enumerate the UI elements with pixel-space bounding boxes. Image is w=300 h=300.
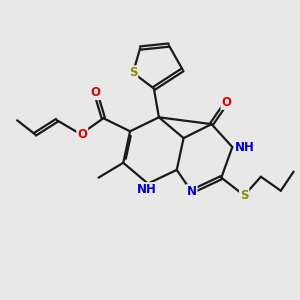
Text: O: O [221, 96, 231, 109]
Text: NH: NH [136, 183, 156, 196]
Text: S: S [240, 189, 248, 202]
Text: NH: NH [235, 140, 255, 154]
Text: N: N [187, 185, 196, 198]
Text: O: O [91, 86, 100, 99]
Text: S: S [129, 66, 137, 79]
Text: O: O [77, 128, 87, 141]
